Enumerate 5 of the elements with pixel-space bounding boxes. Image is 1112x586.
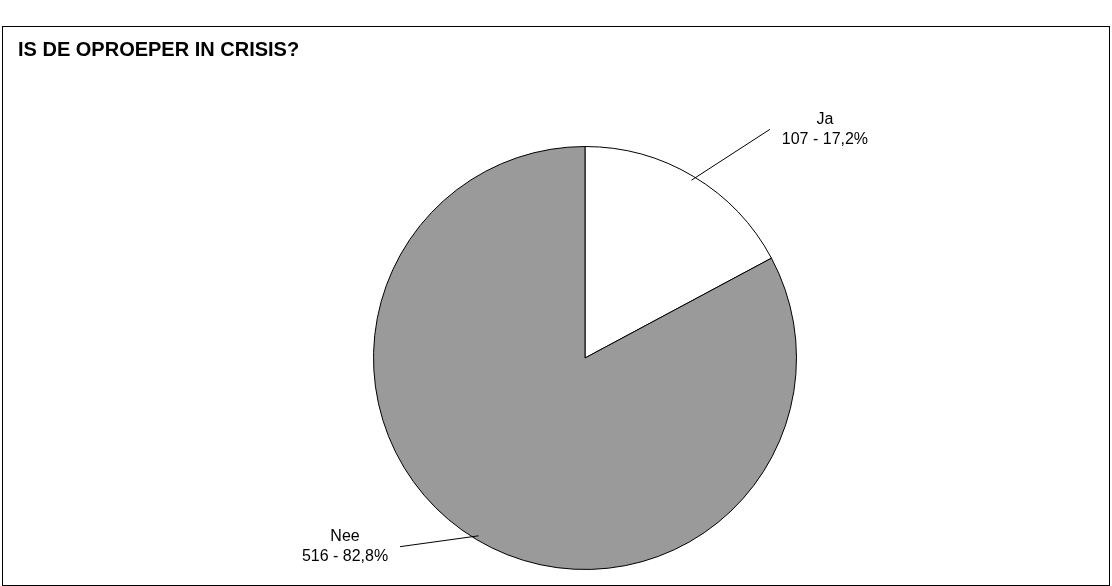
chart-title: IS DE OPROEPER IN CRISIS? (18, 38, 300, 61)
slice-label: Ja (816, 109, 834, 127)
data-label: 516 - 82,8% (301, 547, 389, 565)
data-label: 107 - 17,2% (781, 129, 869, 147)
slice-label: Nee (330, 527, 360, 545)
